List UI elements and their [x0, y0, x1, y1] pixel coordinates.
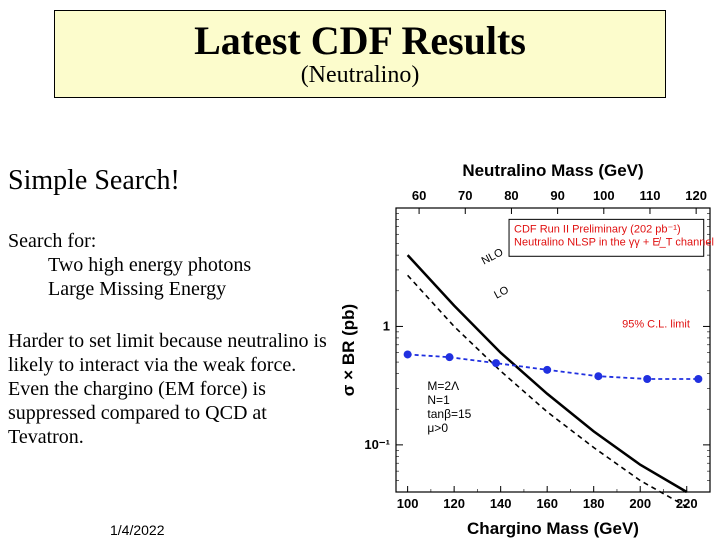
svg-text:CDF Run II Preliminary (202 pb: CDF Run II Preliminary (202 pb⁻¹) [514, 223, 681, 235]
svg-text:10⁻¹: 10⁻¹ [364, 437, 390, 452]
svg-text:Neutralino Mass (GeV): Neutralino Mass (GeV) [462, 161, 643, 180]
section-heading: Simple Search! [8, 165, 338, 197]
cross-section-chart: 100120140160180200220Chargino Mass (GeV)… [338, 160, 718, 540]
svg-text:110: 110 [639, 188, 660, 203]
title-sub: (Neutralino) [55, 62, 665, 89]
svg-text:220: 220 [676, 496, 698, 511]
svg-text:tanβ=15: tanβ=15 [427, 407, 471, 421]
paragraph-2: Harder to set limit because neutralino i… [8, 329, 338, 449]
svg-text:200: 200 [629, 496, 651, 511]
svg-text:M=2Λ: M=2Λ [427, 379, 459, 393]
svg-text:95% C.L. limit: 95% C.L. limit [622, 318, 690, 330]
svg-text:160: 160 [536, 496, 558, 511]
svg-text:120: 120 [685, 188, 707, 203]
svg-text:100: 100 [593, 188, 615, 203]
search-for-label: Search for: [8, 229, 338, 253]
search-item-1: Two high energy photons [8, 253, 338, 277]
svg-text:140: 140 [490, 496, 512, 511]
left-column: Simple Search! Search for: Two high ener… [8, 165, 338, 449]
svg-text:LO: LO [492, 284, 511, 302]
title-main: Latest CDF Results [55, 17, 665, 64]
svg-text:100: 100 [397, 496, 419, 511]
svg-text:σ × BR (pb): σ × BR (pb) [339, 304, 358, 396]
svg-text:μ>0: μ>0 [427, 421, 448, 435]
svg-text:Chargino Mass (GeV): Chargino Mass (GeV) [467, 519, 639, 538]
svg-text:N=1: N=1 [427, 393, 450, 407]
svg-text:180: 180 [583, 496, 605, 511]
svg-text:Neutralino NLSP in the γγ + E̸: Neutralino NLSP in the γγ + E̸_T channel [514, 236, 714, 248]
svg-text:NLO: NLO [480, 246, 506, 267]
svg-text:90: 90 [550, 188, 564, 203]
svg-text:60: 60 [412, 188, 426, 203]
svg-text:120: 120 [443, 496, 465, 511]
search-item-2: Large Missing Energy [8, 277, 338, 301]
svg-text:1: 1 [383, 318, 390, 333]
title-block: Latest CDF Results (Neutralino) [54, 10, 666, 98]
svg-text:70: 70 [458, 188, 472, 203]
svg-text:80: 80 [504, 188, 518, 203]
slide-date: 1/4/2022 [110, 522, 165, 538]
